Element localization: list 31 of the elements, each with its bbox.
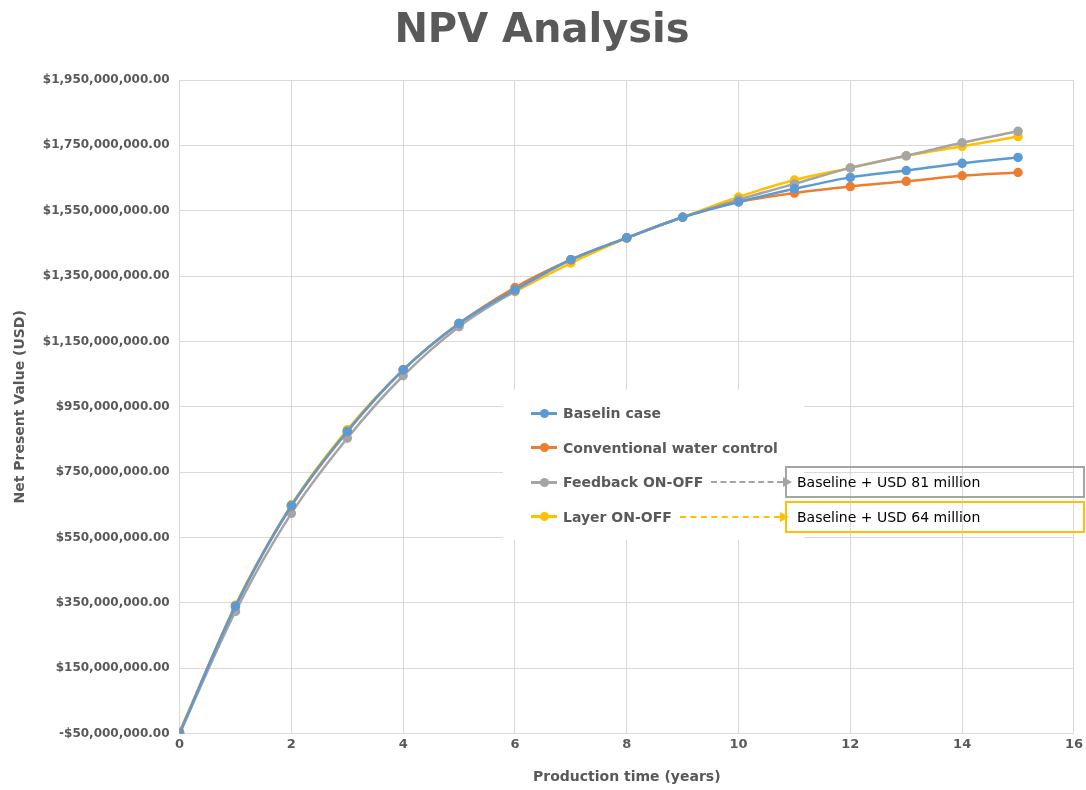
y-tick-label: $150,000,000.00	[55, 660, 170, 675]
y-tick-label: $1,150,000,000.00	[42, 333, 170, 348]
x-tick-label: 10	[729, 735, 748, 751]
y-tick-label: $350,000,000.00	[55, 595, 170, 610]
y-tick-label: $1,750,000,000.00	[42, 137, 170, 152]
x-tick-label: 6	[510, 735, 520, 751]
x-tick-label: 2	[286, 735, 296, 751]
x-tick-label: 16	[1064, 735, 1083, 751]
x-tick-label: 12	[841, 735, 860, 751]
x-tick-label: 8	[622, 735, 632, 751]
annotation: Baseline + USD 81 million	[797, 474, 981, 491]
legend-label: Baselin case	[563, 405, 661, 422]
chart-title: NPV Analysis	[394, 5, 690, 52]
y-tick-label: $550,000,000.00	[55, 529, 170, 544]
y-tick-label: -$50,000,000.00	[59, 725, 170, 740]
y-tick-label: $950,000,000.00	[55, 398, 170, 413]
y-tick-label: $1,350,000,000.00	[42, 268, 170, 283]
y-tick-label: $1,950,000,000.00	[42, 72, 170, 87]
x-tick-label: 4	[398, 735, 408, 751]
x-tick-label: 0	[175, 735, 185, 751]
y-tick-label: $1,550,000,000.00	[42, 202, 170, 217]
legend-label: Feedback ON-OFF	[563, 474, 704, 491]
note-box: Baseline + USD 64 million	[785, 500, 1085, 533]
x-axis-title: Production time (years)	[532, 768, 721, 785]
y-axis-title: Net Present Value (USD)	[11, 310, 28, 504]
legend-label: Layer ON-OFF	[563, 508, 672, 525]
legend-label: Conventional water control	[563, 439, 778, 456]
x-tick-label: 14	[953, 735, 972, 751]
annotation: Baseline + USD 64 million	[797, 508, 981, 525]
note-box: Baseline + USD 81 million	[785, 466, 1085, 499]
y-tick-label: $750,000,000.00	[55, 464, 170, 479]
